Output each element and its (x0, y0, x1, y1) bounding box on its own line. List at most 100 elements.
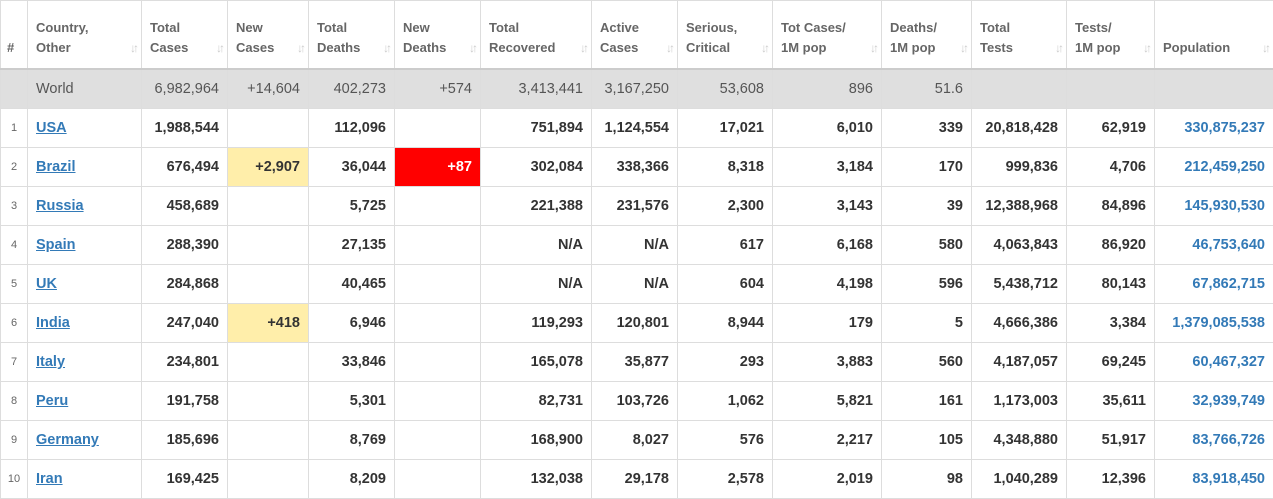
cell: 4,063,843 (972, 226, 1067, 265)
cell: 8 (1, 382, 28, 421)
country-link[interactable]: Germany (36, 432, 99, 448)
cell: Peru (28, 382, 142, 421)
column-header[interactable]: Deaths/1M pop (882, 1, 972, 70)
cell: 596 (882, 265, 972, 304)
cell (395, 226, 481, 265)
cell: 168,900 (481, 421, 592, 460)
cell: 5,301 (309, 382, 395, 421)
cell: 33,846 (309, 343, 395, 382)
cell: 29,178 (592, 460, 678, 499)
cell: 2,578 (678, 460, 773, 499)
cell: 999,836 (972, 148, 1067, 187)
cell: 3,167,250 (592, 69, 678, 109)
cell: 6,946 (309, 304, 395, 343)
country-link[interactable]: Iran (36, 471, 63, 487)
column-header[interactable]: Total Tests (972, 1, 1067, 70)
cell (395, 304, 481, 343)
cell: 5,821 (773, 382, 882, 421)
country-link[interactable]: Brazil (36, 159, 76, 175)
page: #Country,OtherTotalCasesNewCasesTotalDea… (0, 0, 1273, 489)
cell: 293 (678, 343, 773, 382)
header-text: # (7, 40, 14, 55)
country-link[interactable]: India (36, 315, 70, 331)
cell: 231,576 (592, 187, 678, 226)
country-link[interactable]: Peru (36, 393, 68, 409)
cell: 576 (678, 421, 773, 460)
header-text: Total (980, 20, 1010, 35)
column-header[interactable]: Population (1155, 1, 1273, 70)
cell: 120,801 (592, 304, 678, 343)
column-header[interactable]: Serious,Critical (678, 1, 773, 70)
cell: 4,198 (773, 265, 882, 304)
cell: 330,875,237 (1155, 109, 1273, 148)
cell: 67,862,715 (1155, 265, 1273, 304)
column-header[interactable]: Tests/1M pop (1067, 1, 1155, 70)
cell: N/A (592, 226, 678, 265)
cell (228, 382, 309, 421)
cell: 7 (1, 343, 28, 382)
country-link[interactable]: Italy (36, 354, 65, 370)
cell: 1,062 (678, 382, 773, 421)
cell: 145,930,530 (1155, 187, 1273, 226)
header-text: Other (36, 40, 71, 55)
cell (395, 265, 481, 304)
cell: 4,666,386 (972, 304, 1067, 343)
header-text: Cases (600, 40, 638, 55)
cell: 247,040 (142, 304, 228, 343)
cell: 86,920 (1067, 226, 1155, 265)
cell: 170 (882, 148, 972, 187)
cell: 8,027 (592, 421, 678, 460)
cell: 2,300 (678, 187, 773, 226)
cell: 1,988,544 (142, 109, 228, 148)
cell: 284,868 (142, 265, 228, 304)
cell: 39 (882, 187, 972, 226)
cell: 69,245 (1067, 343, 1155, 382)
country-link[interactable]: USA (36, 120, 67, 136)
cell: India (28, 304, 142, 343)
country-link[interactable]: Spain (36, 237, 75, 253)
column-header[interactable]: Country, Other (28, 1, 142, 70)
header-text: Total (150, 20, 180, 35)
cell: 84,896 (1067, 187, 1155, 226)
cell (395, 187, 481, 226)
cell: Brazil (28, 148, 142, 187)
cell: 604 (678, 265, 773, 304)
cell: 169,425 (142, 460, 228, 499)
header-text: Country, (36, 20, 88, 35)
cell: 12,388,968 (972, 187, 1067, 226)
cell: 119,293 (481, 304, 592, 343)
cell: 896 (773, 69, 882, 109)
cell: 1,124,554 (592, 109, 678, 148)
cell (395, 382, 481, 421)
cell: 676,494 (142, 148, 228, 187)
cell: 165,078 (481, 343, 592, 382)
cell: Iran (28, 460, 142, 499)
cell (228, 187, 309, 226)
header-text: New (403, 20, 430, 35)
cell: 5 (882, 304, 972, 343)
country-link[interactable]: Russia (36, 198, 84, 214)
cell: 5,438,712 (972, 265, 1067, 304)
cell: 3,143 (773, 187, 882, 226)
cell: 560 (882, 343, 972, 382)
column-header[interactable]: Tot Cases/1M pop (773, 1, 882, 70)
cell: 9 (1, 421, 28, 460)
header-text: Tot Cases/ (781, 20, 846, 35)
header-text: Tests (980, 40, 1013, 55)
cell: 17,021 (678, 109, 773, 148)
header-text: Deaths (317, 40, 360, 55)
country-link[interactable]: UK (36, 276, 57, 292)
cell (228, 109, 309, 148)
cell: 3 (1, 187, 28, 226)
cell (228, 460, 309, 499)
cell: 4,187,057 (972, 343, 1067, 382)
